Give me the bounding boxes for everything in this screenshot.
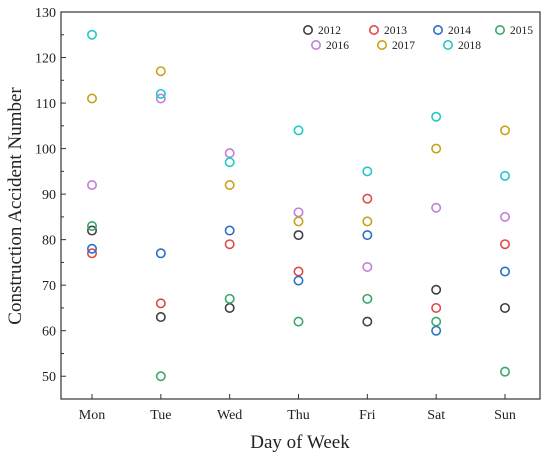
y-tick-label: 120: [35, 52, 56, 67]
x-tick-label: Fri: [359, 408, 375, 423]
data-point-2018: [499, 170, 510, 181]
data-point-2015: [224, 293, 235, 304]
legend-label-2012: 2012: [318, 25, 341, 37]
data-point-2016: [499, 211, 510, 222]
y-tick-label: 60: [42, 325, 56, 340]
legend-marker-2018: [442, 39, 453, 50]
plot-frame: [60, 11, 541, 400]
y-tick-label: 90: [42, 188, 56, 203]
x-axis-title: Day of Week: [250, 432, 350, 453]
x-tick-label: Mon: [79, 408, 105, 423]
data-point-2014: [87, 243, 98, 254]
data-points: [87, 29, 510, 382]
data-point-2014: [224, 225, 235, 236]
legend-label-2018: 2018: [458, 40, 481, 52]
data-point-2013: [293, 266, 304, 277]
data-point-2015: [87, 220, 98, 231]
data-point-2015: [155, 371, 166, 382]
legend-label-2015: 2015: [510, 25, 533, 37]
data-point-2012: [155, 312, 166, 323]
data-point-2016: [293, 207, 304, 218]
data-point-2014: [293, 275, 304, 286]
legend-marker-2012: [302, 24, 313, 35]
y-tick-label: 50: [42, 370, 56, 385]
legend-marker-2016: [310, 39, 321, 50]
data-point-2012: [362, 316, 373, 327]
data-point-2017: [155, 66, 166, 77]
x-tick-label: Wed: [217, 408, 242, 423]
data-point-2012: [224, 302, 235, 313]
y-tick-label: 130: [35, 6, 56, 21]
data-point-2012: [293, 230, 304, 241]
data-point-2018: [293, 125, 304, 136]
x-tick-label: Thu: [287, 408, 310, 423]
x-tick-label: Sat: [427, 408, 445, 423]
data-point-2015: [362, 293, 373, 304]
data-point-2014: [499, 266, 510, 277]
legend-marker-2013: [368, 24, 379, 35]
data-point-2013: [431, 302, 442, 313]
data-point-2016: [431, 202, 442, 213]
x-tick-label: Sun: [494, 408, 516, 423]
legend-label-2017: 2017: [392, 40, 415, 52]
y-tick-label: 100: [35, 143, 56, 158]
data-point-2018: [362, 166, 373, 177]
data-point-2015: [431, 316, 442, 327]
y-tick-label: 110: [36, 97, 56, 112]
legend-marker-2014: [432, 24, 443, 35]
legend-label-2013: 2013: [384, 25, 407, 37]
data-point-2014: [155, 248, 166, 259]
data-point-2014: [431, 325, 442, 336]
data-point-2018: [224, 157, 235, 168]
data-point-2016: [87, 180, 98, 191]
data-point-2017: [431, 143, 442, 154]
legend-label-2014: 2014: [448, 25, 471, 37]
legend-marker-2015: [494, 24, 505, 35]
data-point-2013: [224, 239, 235, 250]
legend-label-2016: 2016: [326, 40, 349, 52]
data-point-2016: [362, 261, 373, 272]
data-point-2016: [155, 93, 166, 104]
data-point-2017: [87, 93, 98, 104]
y-tick-label: 70: [42, 279, 56, 294]
data-point-2012: [87, 225, 98, 236]
data-point-2012: [431, 284, 442, 295]
data-point-2016: [224, 148, 235, 159]
data-point-2017: [362, 216, 373, 227]
data-point-2018: [87, 29, 98, 40]
data-point-2013: [87, 248, 98, 259]
legend: 2012 2013 2014 2015 2016 2017 2018: [302, 24, 533, 52]
legend-marker-2017: [376, 39, 387, 50]
x-tick-label: Tue: [150, 408, 171, 423]
data-point-2017: [293, 216, 304, 227]
data-point-2012: [499, 302, 510, 313]
data-point-2013: [499, 239, 510, 250]
data-point-2017: [499, 125, 510, 136]
y-axis-title: Construction Accident Number: [5, 87, 26, 325]
data-point-2015: [293, 316, 304, 327]
data-point-2018: [431, 111, 442, 122]
data-point-2013: [155, 298, 166, 309]
data-point-2013: [362, 193, 373, 204]
data-point-2017: [224, 180, 235, 191]
data-point-2018: [155, 88, 166, 99]
y-axis: 50 60 70 80 90 100 110 120 130: [35, 6, 66, 400]
x-axis: Mon Tue Wed Thu Fri Sat Sun: [79, 394, 516, 423]
y-tick-label: 80: [42, 234, 56, 249]
data-point-2015: [499, 366, 510, 377]
data-point-2014: [362, 230, 373, 241]
